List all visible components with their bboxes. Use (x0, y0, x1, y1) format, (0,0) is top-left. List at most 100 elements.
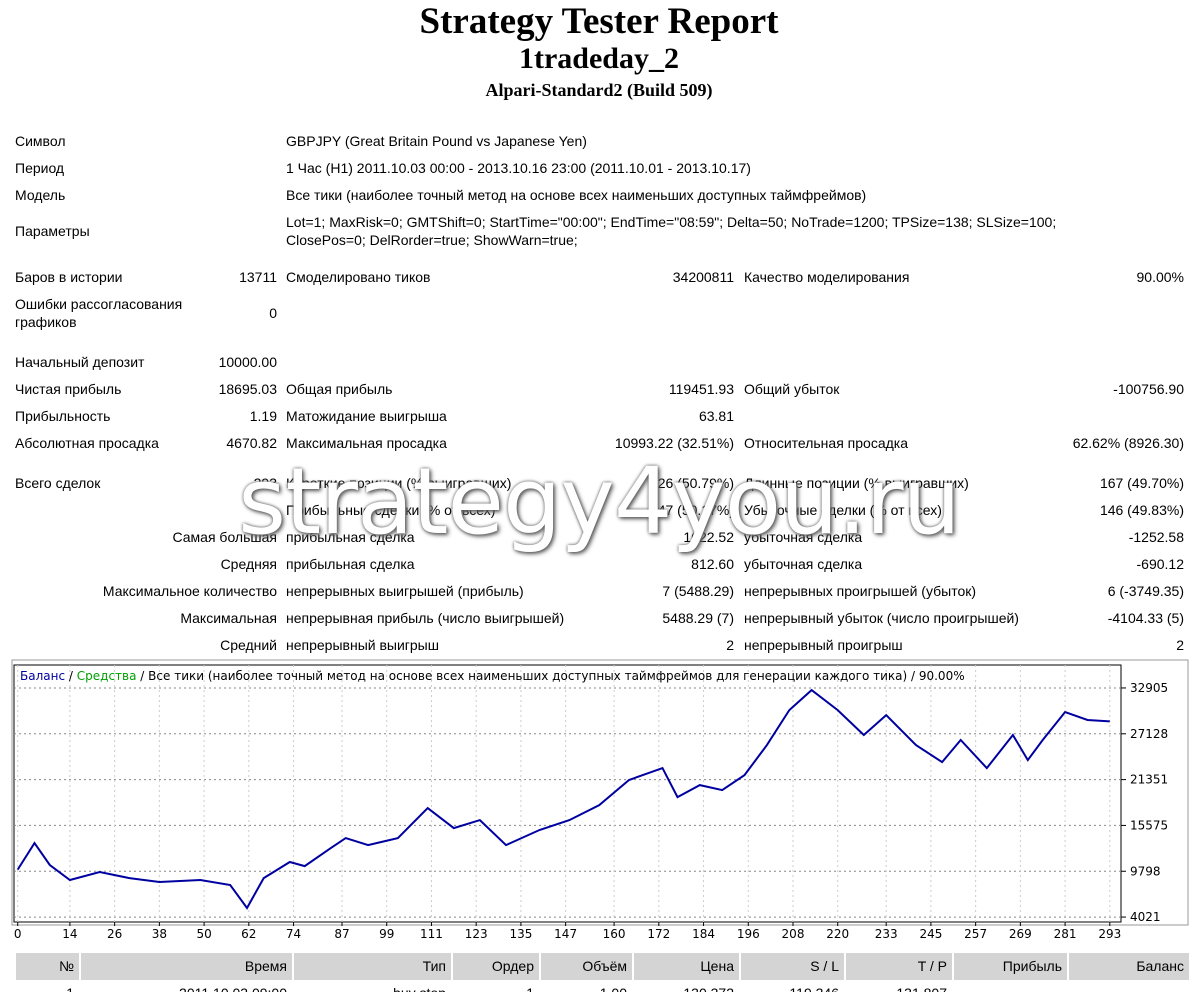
x-tick-label: 147 (554, 927, 577, 941)
stat-label: Общая прибыль (286, 381, 393, 397)
stat-value: 0 (269, 305, 277, 321)
stat-label: Начальный депозит (15, 354, 145, 370)
stat-value: 119451.93 (668, 381, 734, 397)
x-tick-label: 111 (420, 927, 443, 941)
table-cell: 131.807 (447, 984, 947, 992)
x-tick-label: 184 (692, 927, 715, 941)
stat-value: 7 (5488.29) (662, 583, 734, 599)
y-tick-label: 27128 (1130, 727, 1168, 741)
balance-line (16, 688, 1110, 910)
stat-value: 4670.82 (226, 435, 277, 451)
stat-value: -1252.58 (1128, 529, 1184, 545)
stat-value: 812.60 (691, 556, 734, 572)
stat-value: 90.00% (1136, 269, 1184, 285)
x-tick-label: 62 (241, 927, 256, 941)
info-label: Период (15, 160, 65, 176)
legend-note: Все тики (наиболее точный метод на основ… (148, 669, 964, 683)
stat-value: -4104.33 (5) (1107, 610, 1184, 626)
plot-area (13, 664, 1122, 923)
stat-value: 5488.29 (7) (662, 610, 734, 626)
stat-label: Максимальная (180, 610, 277, 626)
stat-label: Максимальная просадка (286, 435, 447, 451)
table-header: Ордер (453, 953, 539, 980)
table-header: T / P (846, 953, 952, 980)
table-cell: 1.00 (127, 984, 627, 992)
table-header: Объём (541, 953, 632, 980)
x-tick-label: 99 (379, 927, 394, 941)
stat-label: Общий убыток (744, 381, 840, 397)
y-tick-label: 21351 (1130, 773, 1168, 787)
server: Alpari-Standard2 (Build 509) (485, 80, 713, 100)
stat-label: Короткие позиции (% выигравших) (286, 475, 512, 491)
stat-label: прибыльная сделка (286, 529, 415, 545)
y-tick-label: 4021 (1130, 910, 1161, 924)
stat-label: Чистая прибыль (15, 381, 122, 397)
stat-value: 62.62% (8926.30) (1072, 435, 1184, 451)
stat-label: Ошибки рассогласования графиков (15, 296, 183, 330)
stat-label: Качество моделирования (744, 269, 910, 285)
report-title: Strategy Tester Report (419, 1, 779, 42)
stat-label: Максимальное количество (102, 583, 277, 599)
stat-label: Абсолютная просадка (15, 435, 159, 451)
table-cell: 1 (0, 984, 74, 992)
x-tick-label: 50 (196, 927, 211, 941)
stat-value: 167 (49.70%) (1099, 475, 1184, 491)
stat-label: непрерывный выигрыш (286, 637, 439, 653)
info-label: Параметры (15, 223, 90, 239)
x-tick-label: 257 (964, 927, 987, 941)
stat-label: Прибыльность (15, 408, 111, 424)
x-tick-label: 123 (465, 927, 488, 941)
legend-item: Средства (77, 669, 137, 683)
table-cell: 1 (34, 984, 534, 992)
stat-value: 1622.52 (683, 529, 734, 545)
stat-value: 2 (1176, 637, 1184, 653)
x-tick-label: 14 (62, 927, 77, 941)
stat-label: Средний (220, 637, 277, 653)
table-header: Баланс (1069, 953, 1189, 980)
stat-label: Средняя (220, 556, 277, 572)
stat-label: непрерывных выигрышей (прибыль) (286, 583, 524, 599)
x-tick-label: 245 (919, 927, 942, 941)
stat-value: 10000.00 (218, 354, 277, 370)
table-cell: 2011.10.03 09:00 (0, 984, 287, 992)
stat-value: -690.12 (1136, 556, 1184, 572)
y-tick-label: 32905 (1130, 681, 1168, 695)
info-label: Символ (15, 133, 66, 149)
stat-value: 6 (-3749.35) (1107, 583, 1184, 599)
stat-label: Всего сделок (15, 475, 101, 491)
stat-label: Прибыльные сделки (% от всех) (286, 502, 496, 518)
stat-label: непрерывный проигрыш (744, 637, 903, 653)
y-tick-label: 15575 (1130, 818, 1168, 832)
legend: Баланс / Средства / Все тики (наиболее т… (20, 669, 965, 683)
x-tick-label: 135 (509, 927, 532, 941)
legend-item: Баланс (20, 669, 65, 683)
stat-value: 63.81 (698, 408, 734, 424)
stat-value: 2 (726, 637, 734, 653)
stat-label: Смоделировано тиков (286, 269, 431, 285)
table-cell: 119.346 (339, 984, 839, 992)
x-tick-label: 196 (737, 927, 760, 941)
stat-value: 34200811 (672, 269, 734, 285)
table-cell: 130.372 (234, 984, 734, 992)
x-tick-label: 74 (286, 927, 301, 941)
stat-value: 146 (49.83%) (1099, 502, 1184, 518)
x-tick-label: 269 (1009, 927, 1032, 941)
x-tick-label: 220 (826, 927, 849, 941)
stat-label: непрерывная прибыль (число выигрышей) (286, 610, 565, 626)
x-tick-label: 0 (14, 927, 22, 941)
table-header: Тип (294, 953, 451, 980)
x-tick-label: 160 (603, 927, 626, 941)
stat-label: Относительная просадка (744, 435, 908, 451)
watermark: strategy4you.ru (238, 448, 961, 555)
stat-label: Длинные позиции (% выигравших) (744, 475, 969, 491)
stat-value: 293 (253, 475, 277, 491)
stat-value: 126 (50.79%) (649, 475, 734, 491)
legend-separator: / (140, 669, 145, 683)
legend-separator: / (69, 669, 74, 683)
stat-value: 10993.22 (32.51%) (614, 435, 734, 451)
x-tick-label: 208 (782, 927, 805, 941)
stat-value: -100756.90 (1113, 381, 1184, 397)
table-header: Время (81, 953, 292, 980)
info-value: Lot=1; MaxRisk=0; GMTShift=0; StartTime=… (286, 214, 1057, 248)
